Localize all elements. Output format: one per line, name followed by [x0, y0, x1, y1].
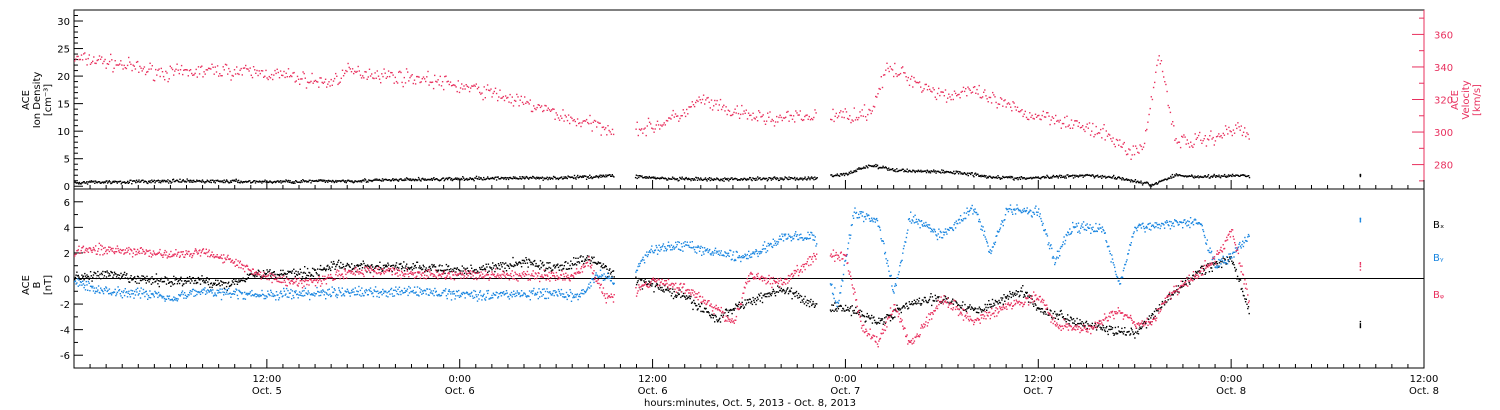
velocity-tick-label: 320 — [1434, 96, 1453, 107]
density-tick-label: 0 — [64, 182, 70, 193]
b-axis-title-line: ACE — [21, 275, 32, 295]
b-tick-label: -6 — [60, 351, 70, 362]
velocity-tick-label: 340 — [1434, 63, 1453, 74]
density-axis-title: ACEIon Density[cm⁻³] — [21, 72, 54, 129]
x-tick-time: 12:00 — [252, 374, 281, 385]
x-tick-date: Oct. 8 — [1216, 386, 1246, 397]
legend-1: Bᵧ — [1433, 253, 1444, 264]
legend-0: Bₓ — [1433, 220, 1444, 231]
velocity-tick-label: 280 — [1434, 161, 1453, 172]
density-tick-label: 10 — [57, 127, 70, 138]
legend-2: Bᵩ — [1433, 290, 1444, 301]
x-tick-date: Oct. 8 — [1409, 386, 1439, 397]
b-axis-title-line: B — [32, 281, 43, 288]
velocity-series — [74, 52, 1250, 160]
x-tick-time: 0:00 — [1220, 374, 1242, 385]
density-tick-label: 5 — [64, 155, 70, 166]
density-tick-label: 30 — [57, 17, 70, 28]
density-axis-title-line: ACE — [21, 90, 32, 110]
b-tick-label: 6 — [64, 198, 70, 209]
density-series — [74, 163, 1362, 187]
b-axis-title: ACEB[nT] — [21, 275, 54, 295]
b-series-2 — [74, 229, 1362, 348]
x-axis-title: hours:minutes, Oct. 5, 2013 - Oct. 8, 20… — [644, 398, 856, 409]
magnetic-field-panel: -6 -4 -2 0 2 4 6 ACEB[nT] Bₓ Bᵧ Bᵩ — [21, 188, 1444, 369]
x-tick-time: 12:00 — [1410, 374, 1439, 385]
top-panel-frame — [73, 9, 1425, 190]
x-tick-time: 12:00 — [638, 374, 667, 385]
density-axis-title-line: Ion Density — [32, 72, 43, 129]
density-tick-label: 20 — [57, 72, 70, 83]
x-tick-date: Oct. 6 — [638, 386, 668, 397]
b-tick-label: -4 — [60, 326, 70, 337]
x-tick-time: 12:00 — [1024, 374, 1053, 385]
x-tick-time: 0:00 — [448, 374, 470, 385]
velocity-axis-title-line: [km/s] — [1472, 84, 1483, 116]
b-tick-label: -2 — [60, 300, 70, 311]
velocity-axis-title: ACEVelocity[km/s] — [1450, 80, 1483, 119]
velocity-axis-title-line: Velocity — [1461, 80, 1472, 119]
x-tick-date: Oct. 7 — [1023, 386, 1053, 397]
velocity-tick-label: 300 — [1434, 128, 1453, 139]
density-axis-title-line: [cm⁻³] — [43, 84, 54, 116]
x-tick-date: Oct. 6 — [445, 386, 475, 397]
b-tick-label: 4 — [64, 223, 70, 234]
x-tick-date: Oct. 5 — [252, 386, 282, 397]
density-tick-label: 15 — [57, 100, 70, 111]
velocity-axis-title-line: ACE — [1450, 90, 1461, 110]
b-series-1 — [74, 204, 1362, 308]
velocity-tick-label: 360 — [1434, 30, 1453, 41]
x-tick-date: Oct. 7 — [830, 386, 860, 397]
x-tick-time: 0:00 — [834, 374, 856, 385]
b-tick-label: 0 — [64, 275, 70, 286]
b-axis-title-line: [nT] — [43, 275, 54, 295]
density-tick-label: 25 — [57, 45, 70, 56]
b-tick-label: 2 — [64, 249, 70, 260]
